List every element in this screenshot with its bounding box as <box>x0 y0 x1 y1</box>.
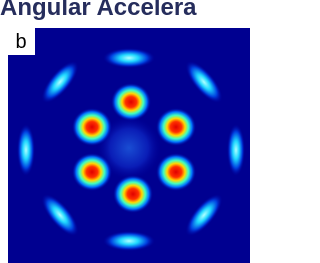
page: Angular Accelera b (() => { const data =… <box>0 0 258 263</box>
figure-title: Angular Accelera <box>0 0 197 21</box>
panel-label: b <box>15 31 26 53</box>
figure: Angular Accelera b <box>0 0 258 263</box>
heatmap <box>8 28 250 263</box>
